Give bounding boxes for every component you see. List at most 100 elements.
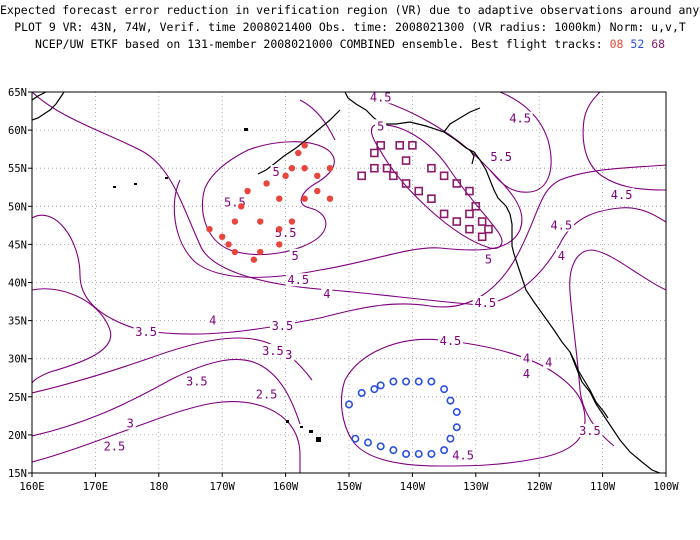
- track-68-point: [389, 171, 398, 181]
- track-68-point: [427, 163, 436, 173]
- lon-label: 180: [149, 481, 168, 493]
- contour-label: 4: [523, 352, 530, 366]
- island-aleutian-2: [134, 183, 137, 185]
- coast-baja-california: [569, 351, 609, 419]
- track-68-point: [465, 186, 474, 196]
- contour-label-bg: [207, 313, 219, 327]
- contour-label: 3.5: [262, 344, 284, 358]
- contour-4-outer: [32, 164, 666, 335]
- contour-label: 4.5: [474, 296, 496, 310]
- track-52-point: [402, 449, 411, 458]
- track-08-point: [263, 180, 270, 187]
- track-68-point: [414, 186, 424, 196]
- track-68-point: [376, 141, 386, 150]
- contour-label: 3.5: [579, 424, 601, 438]
- island-hawaii-2: [300, 426, 303, 428]
- track-08-point: [238, 203, 245, 210]
- track-68-point: [370, 163, 379, 173]
- track-52-point: [357, 388, 366, 397]
- contour-4.5-ne: [489, 92, 552, 193]
- track-52-point: [414, 377, 423, 386]
- lon-label: 160W: [273, 481, 299, 493]
- track-52-point: [344, 400, 353, 409]
- track-68-point: [477, 232, 487, 242]
- track-52-point: [370, 385, 379, 394]
- track-52-point: [402, 377, 411, 386]
- contour-label-bg: [521, 351, 533, 365]
- track-68-point: [401, 179, 411, 188]
- track-08-point: [326, 195, 334, 202]
- contour-label-bg: [184, 374, 210, 388]
- lat-label: 40N: [8, 278, 27, 290]
- track-52-point: [446, 396, 455, 405]
- title-line-3: NCEP/UW ETKF based on 131-member 2008021…: [0, 37, 700, 51]
- contour-label-bg: [507, 111, 533, 125]
- lon-label: 170W: [210, 481, 236, 493]
- lon-label: 100W: [653, 481, 679, 493]
- coast-siberia: [32, 92, 47, 101]
- track-52-point: [414, 449, 423, 458]
- track-08-point: [301, 142, 308, 149]
- coast-kamchatka: [32, 92, 65, 121]
- lon-label: 150W: [336, 481, 362, 493]
- track-68-point: [382, 163, 392, 173]
- contour-label-bg: [543, 355, 555, 369]
- contour-label: 4.5: [452, 448, 474, 462]
- coast-alaska-peninsula: [257, 109, 341, 175]
- track-68-point: [477, 217, 487, 226]
- title-line-1: Expected forecast error reduction in ver…: [0, 3, 700, 17]
- lat-label: 30N: [8, 354, 27, 366]
- track-52-point: [364, 438, 373, 447]
- track-08-point: [231, 248, 239, 256]
- contour-label: 4.5: [287, 273, 309, 287]
- contour-lines: [32, 92, 666, 473]
- contour-label-bg: [254, 387, 280, 401]
- contour-label-bg: [289, 248, 301, 262]
- track-08-point: [288, 165, 296, 172]
- track-68-point: [395, 141, 405, 150]
- contour-3-west: [32, 358, 301, 437]
- lat-label: 20N: [8, 430, 27, 442]
- contour-label-bg: [101, 439, 127, 453]
- track-08-point: [231, 218, 239, 225]
- contour-label: 4: [523, 367, 530, 381]
- track-08-point: [225, 241, 232, 248]
- coast-north-america: [344, 92, 661, 473]
- lat-label: 15N: [8, 468, 27, 480]
- contour-label-bg: [269, 318, 295, 332]
- contour-label-bg: [437, 334, 463, 348]
- track-08-point: [301, 165, 308, 172]
- island-aleutian-4: [244, 128, 248, 131]
- contour-5-upper: [299, 99, 336, 141]
- contour-2.5-lower: [32, 401, 301, 473]
- title-line-3-text: NCEP/UW ETKF based on 131-member 2008021…: [34, 37, 610, 51]
- contour-label-bg: [133, 325, 159, 339]
- lat-label: 50N: [8, 201, 27, 213]
- track-08-point: [219, 233, 226, 240]
- track-52-point: [440, 446, 449, 455]
- contour-label-bg: [285, 273, 311, 287]
- lat-label: 45N: [8, 239, 27, 251]
- track-68-point: [408, 141, 417, 150]
- track-08-point: [282, 172, 289, 180]
- contour-label: 5.5: [490, 150, 512, 164]
- track-68-point: [465, 224, 474, 234]
- contour-label: 4.5: [370, 90, 392, 104]
- contour-label: 4: [545, 356, 552, 370]
- coast-se-alaska: [443, 107, 481, 133]
- contour-5-main: [173, 99, 523, 278]
- contour-label-bg: [368, 92, 394, 104]
- lon-label: 140W: [400, 481, 426, 493]
- lat-lon-grid: [32, 92, 666, 473]
- track-label-08: 08: [609, 37, 624, 51]
- island-hawaii-3: [309, 430, 313, 433]
- track-08-point: [288, 218, 296, 225]
- contour-label-bg: [472, 296, 498, 310]
- contour-label: 5: [272, 165, 279, 179]
- track-68-point: [439, 171, 449, 181]
- contour-label: 4: [209, 314, 216, 328]
- track-68-point: [452, 179, 462, 188]
